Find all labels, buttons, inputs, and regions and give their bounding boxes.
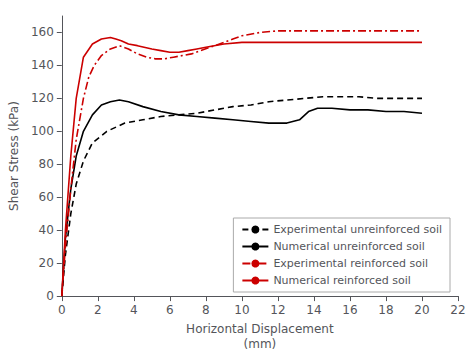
svg-text:100: 100 xyxy=(31,124,54,138)
svg-text:40: 40 xyxy=(39,223,54,237)
svg-text:80: 80 xyxy=(39,157,54,171)
svg-text:10: 10 xyxy=(234,303,249,317)
svg-text:2: 2 xyxy=(94,303,102,317)
svg-text:18: 18 xyxy=(378,303,393,317)
svg-text:Shear Stress (kPa): Shear Stress (kPa) xyxy=(7,101,21,211)
svg-text:16: 16 xyxy=(342,303,357,317)
svg-text:Experimental unreinforced soil: Experimental unreinforced soil xyxy=(273,223,442,236)
svg-text:60: 60 xyxy=(39,190,54,204)
svg-text:Numerical unreinforced soil: Numerical unreinforced soil xyxy=(273,240,424,253)
svg-text:20: 20 xyxy=(414,303,429,317)
svg-text:6: 6 xyxy=(166,303,174,317)
svg-text:0: 0 xyxy=(46,289,54,303)
svg-text:14: 14 xyxy=(306,303,321,317)
svg-text:22: 22 xyxy=(450,303,465,317)
svg-text:120: 120 xyxy=(31,91,54,105)
svg-text:(mm): (mm) xyxy=(244,337,277,351)
svg-text:160: 160 xyxy=(31,25,54,39)
svg-text:140: 140 xyxy=(31,58,54,72)
svg-text:4: 4 xyxy=(130,303,138,317)
svg-text:Numerical reinforced soil: Numerical reinforced soil xyxy=(273,274,410,287)
svg-text:Experimental reinforced soil: Experimental reinforced soil xyxy=(273,257,428,270)
svg-text:0: 0 xyxy=(58,303,66,317)
svg-text:12: 12 xyxy=(270,303,285,317)
svg-text:20: 20 xyxy=(39,256,54,270)
svg-text:8: 8 xyxy=(202,303,210,317)
svg-text:Horizontal Displacement: Horizontal Displacement xyxy=(186,322,334,336)
